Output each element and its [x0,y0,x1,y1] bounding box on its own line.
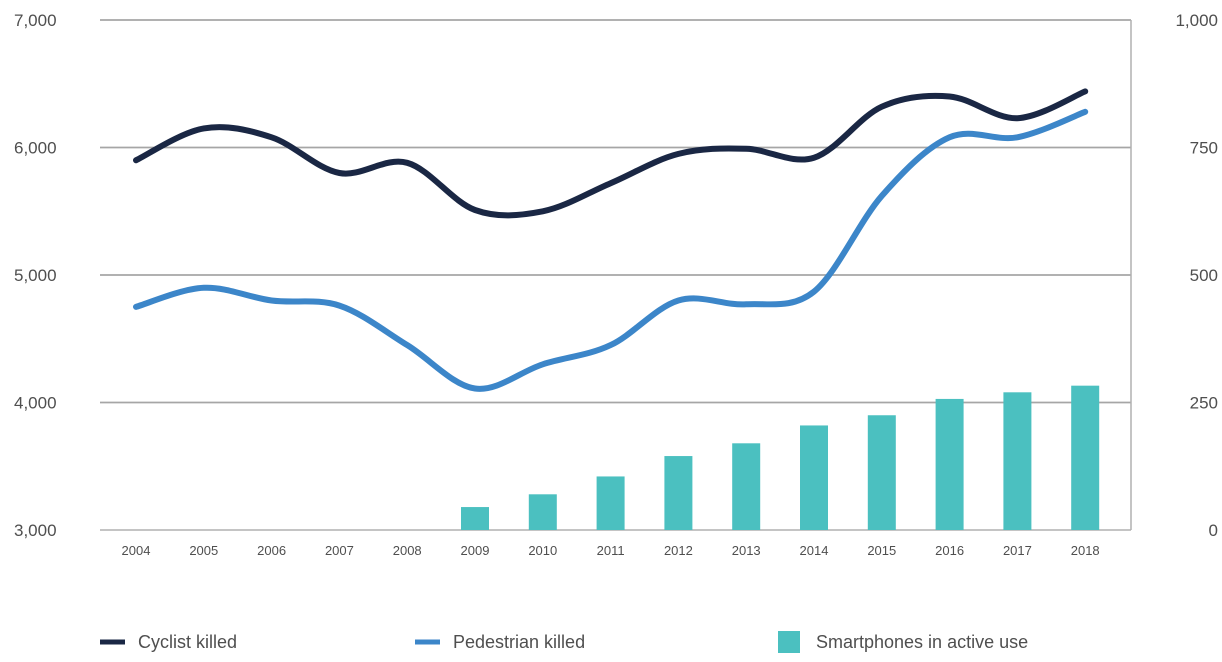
y-left-tick-label: 7,000 [14,11,57,30]
legend-label: Cyclist killed [138,632,237,652]
x-tick-label: 2006 [257,543,286,558]
x-tick-label: 2007 [325,543,354,558]
y-left-tick-label: 3,000 [14,521,57,540]
y-left-tick-label: 5,000 [14,266,57,285]
x-tick-label: 2018 [1071,543,1100,558]
pedestrian-killed-line [133,108,1089,392]
y-left-tick-label: 4,000 [14,394,57,413]
x-tick-label: 2015 [867,543,896,558]
bar [596,476,625,530]
bar [461,507,489,530]
x-tick-label: 2014 [800,543,829,558]
y-right-tick-label: 500 [1190,266,1218,285]
legend: Cyclist killed Pedestrian killed Smartphon… [100,631,1028,653]
x-tick-label: 2008 [393,543,422,558]
legend-label: Pedestrian killed [453,632,585,652]
x-tick-label: 2016 [935,543,964,558]
bar [528,494,557,530]
bar [935,398,964,530]
y-right-tick-label: 250 [1190,394,1218,413]
bar [732,443,761,530]
legend-label: Smartphones in active use [816,632,1028,652]
x-tick-label: 2017 [1003,543,1032,558]
cyclist-killed-line [133,88,1089,219]
y-left-tick-label: 6,000 [14,139,57,158]
tick-layer: 7,000 6,000 5,000 4,000 3,000 1,000 750 500 250 0… [14,11,1218,558]
bar [1003,392,1032,530]
bar-layer [461,385,1100,530]
y-right-tick-label: 750 [1190,139,1218,158]
bar [1071,385,1100,530]
x-tick-label: 2005 [189,543,218,558]
x-tick-label: 2010 [528,543,557,558]
line-layer [133,88,1089,392]
grid-layer [100,19,1132,531]
y-right-tick-label: 1,000 [1175,11,1218,30]
y-right-tick-label: 0 [1209,521,1218,540]
bar [800,425,828,530]
x-tick-label: 2011 [597,543,625,558]
x-tick-label: 2012 [664,543,693,558]
x-tick-label: 2004 [122,543,151,558]
bar [867,415,896,530]
bar [664,456,693,530]
legend-swatch-bar [778,631,800,653]
x-tick-label: 2009 [461,543,490,558]
x-tick-label: 2013 [732,543,761,558]
